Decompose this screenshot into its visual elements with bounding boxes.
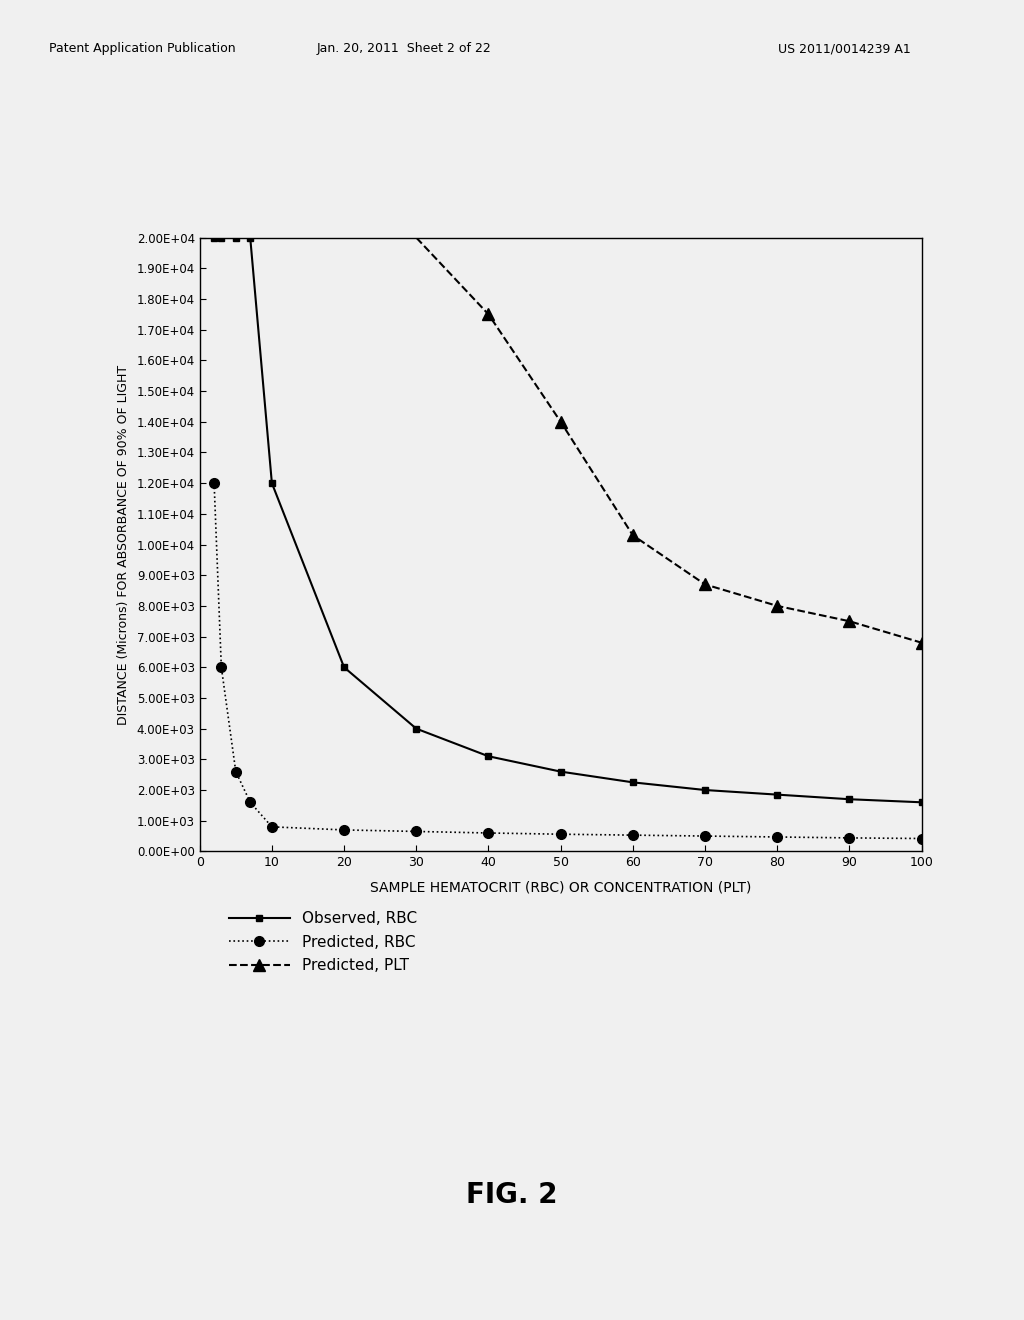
Observed, RBC	[266, 475, 279, 491]
Observed, RBC	[229, 230, 242, 246]
Observed, RBC	[482, 748, 495, 764]
Predicted, RBC	[338, 822, 350, 838]
Y-axis label: DISTANCE (Microns) FOR ABSORBANCE OF 90% OF LIGHT: DISTANCE (Microns) FOR ABSORBANCE OF 90%…	[117, 364, 130, 725]
Predicted, RBC	[771, 829, 783, 845]
Predicted, RBC	[627, 828, 639, 843]
Predicted, RBC	[554, 826, 566, 842]
Observed, RBC	[627, 775, 639, 791]
Observed, RBC	[208, 230, 220, 246]
Text: Jan. 20, 2011  Sheet 2 of 22: Jan. 20, 2011 Sheet 2 of 22	[317, 42, 492, 55]
Text: US 2011/0014239 A1: US 2011/0014239 A1	[778, 42, 911, 55]
Observed, RBC	[698, 781, 711, 797]
Predicted, RBC	[698, 828, 711, 843]
X-axis label: SAMPLE HEMATOCRIT (RBC) OR CONCENTRATION (PLT): SAMPLE HEMATOCRIT (RBC) OR CONCENTRATION…	[370, 880, 752, 895]
Observed, RBC	[771, 787, 783, 803]
Observed, RBC	[215, 230, 227, 246]
Observed, RBC	[244, 230, 256, 246]
Observed, RBC	[843, 791, 855, 807]
Text: FIG. 2: FIG. 2	[466, 1180, 558, 1209]
Predicted, RBC	[229, 764, 242, 780]
Predicted, RBC	[843, 830, 855, 846]
Line: Predicted, RBC: Predicted, RBC	[209, 478, 927, 843]
Predicted, RBC	[215, 660, 227, 676]
Observed, RBC	[554, 764, 566, 780]
Line: Observed, RBC: Observed, RBC	[211, 234, 925, 805]
Observed, RBC	[915, 795, 928, 810]
Predicted, RBC	[482, 825, 495, 841]
Predicted, RBC	[915, 830, 928, 846]
Text: Patent Application Publication: Patent Application Publication	[49, 42, 236, 55]
Observed, RBC	[410, 721, 422, 737]
Predicted, RBC	[208, 475, 220, 491]
Predicted, RBC	[410, 824, 422, 840]
Predicted, RBC	[266, 818, 279, 834]
Legend: Observed, RBC, Predicted, RBC, Predicted, PLT: Observed, RBC, Predicted, RBC, Predicted…	[222, 906, 423, 979]
Observed, RBC	[338, 660, 350, 676]
Predicted, RBC	[244, 795, 256, 810]
